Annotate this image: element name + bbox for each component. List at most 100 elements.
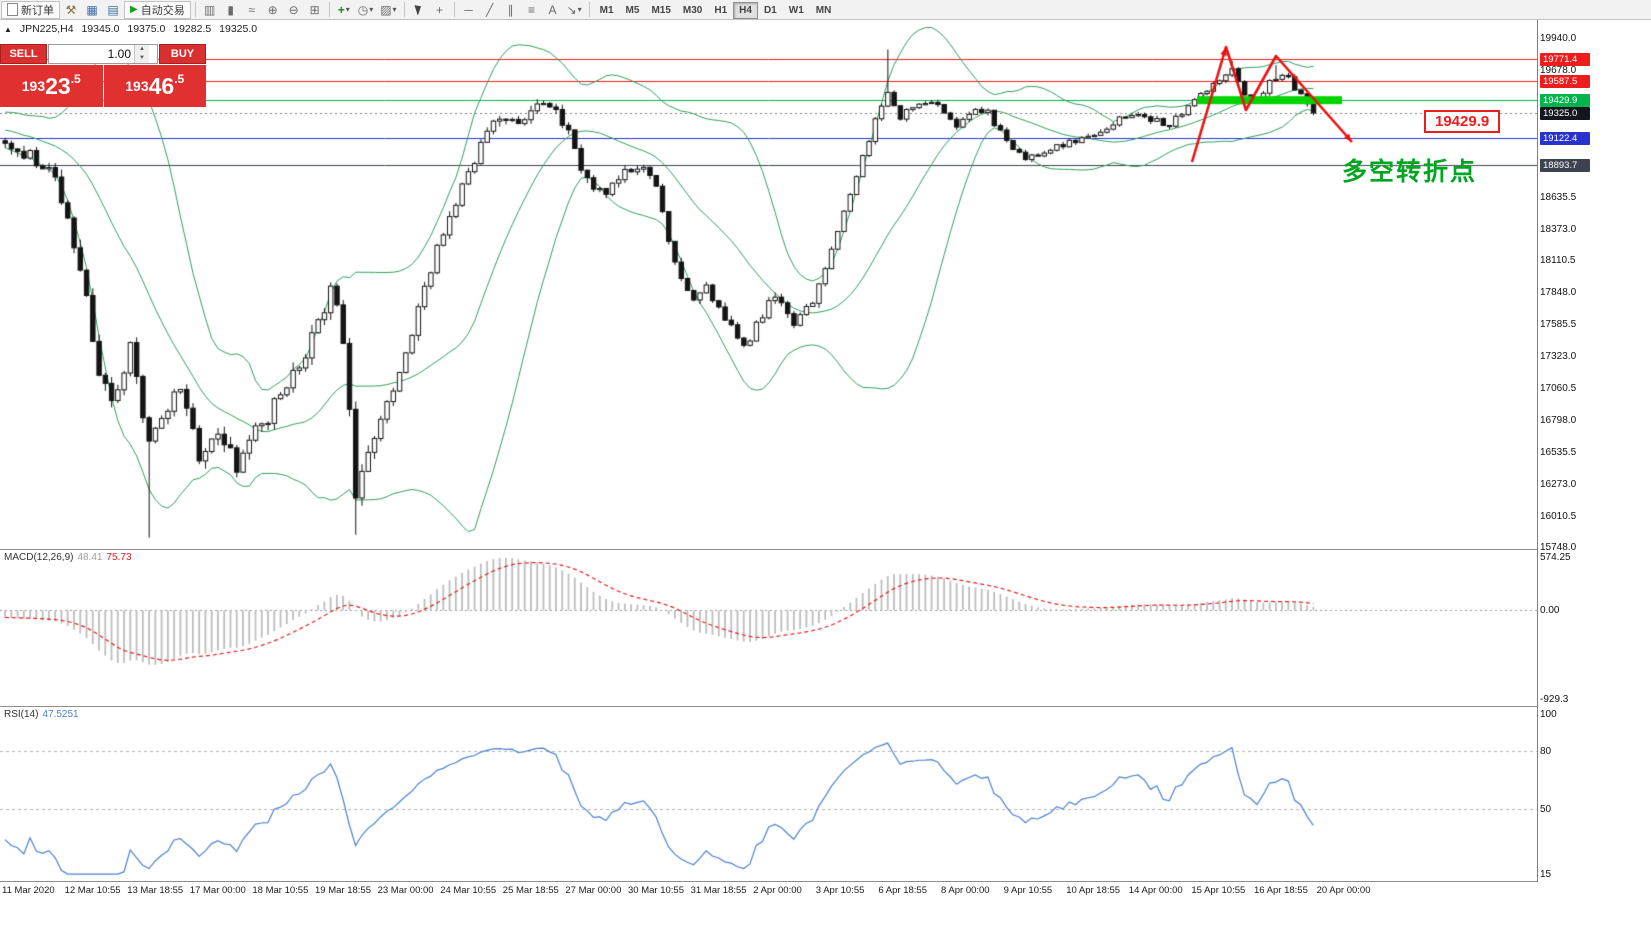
bar-chart-type-button[interactable]: ▥ [200,1,220,19]
new-order-button[interactable]: 新订单 [1,0,60,19]
line-chart-icon: ≈ [248,2,255,17]
volume-decrease-button[interactable]: ▼ [135,54,149,63]
periods-button[interactable]: ◷ ▾ [355,1,377,19]
trendline-button[interactable]: ╱ [480,1,500,19]
axis-tick-label: 17060.5 [1540,382,1577,394]
navigator-button[interactable]: ▤ [103,1,123,19]
timeframe-button-m30[interactable]: M30 [677,2,708,19]
timeframe-button-m15[interactable]: M15 [645,2,676,19]
templates-button[interactable]: ▨ ▾ [377,1,399,19]
ohlc-close: 19325.0 [219,23,258,35]
navigator-icon: ▤ [107,2,119,17]
axis-tick-label: 16535.5 [1540,446,1577,458]
sell-button[interactable]: SELL [0,44,47,64]
line-chart-type-button[interactable]: ≈ [242,1,262,19]
rsi-value: 47.5251 [42,709,79,720]
time-label: 18 Mar 10:55 [252,885,309,896]
timeframe-button-mn[interactable]: MN [810,2,838,19]
volume-box: ▲ ▼ [48,44,158,64]
axis-tick-label: 19940.0 [1540,33,1577,45]
tile-windows-button[interactable]: ⊞ [305,1,325,19]
time-label: 12 Mar 10:55 [64,885,121,896]
price-axis[interactable]: 19940.0 19678.0 18635.5 18373.0 18110.5 17848… [1537,20,1651,882]
panel-separator[interactable] [0,706,1651,707]
time-label: 23 Mar 00:00 [377,885,434,896]
toolbar-separator [453,2,455,17]
buy-price-prefix: 193 [125,78,149,94]
expert-advisors-button[interactable]: ⚒ [61,1,81,19]
marketwatch-button[interactable]: ▦ [82,1,102,19]
time-label: 30 Mar 10:55 [628,885,684,896]
axis-tick-label: 50 [1540,803,1552,815]
axis-tick-label: 17585.5 [1540,319,1577,331]
time-label: 9 Apr 10:55 [1003,885,1053,896]
axis-tick-label: 17848.0 [1540,287,1577,299]
zoom-out-button[interactable]: ⊖ [284,1,304,19]
clock-icon: ◷ [357,2,369,17]
macd-panel-canvas[interactable] [0,550,1537,706]
chart-ohlc-readout: ▲ JPN225,H4 19345.0 19375.0 19282.5 1932… [4,23,262,35]
buy-price[interactable]: 193 46.5 [103,65,206,107]
add-indicator-icon: + [337,2,345,17]
crosshair-button[interactable]: + [430,1,450,19]
price-line-label: 19325.0 [1540,106,1590,120]
timeframe-button-m1[interactable]: M1 [594,2,620,19]
template-icon: ▨ [380,2,392,17]
time-label: 2 Apr 00:00 [753,885,802,896]
sell-price[interactable]: 193 23.5 [0,65,103,107]
channel-button[interactable]: ∥ [501,1,521,19]
price-line-label: 19771.4 [1540,52,1590,66]
panel-separator[interactable] [0,549,1651,550]
buy-price-big: 46 [148,72,175,99]
axis-tick-label: 16798.0 [1540,414,1577,426]
trendline-icon: ╱ [485,2,494,17]
macd-title: MACD(12,26,9) [4,552,74,563]
time-label: 8 Apr 00:00 [941,885,990,896]
volume-input[interactable] [49,45,134,63]
one-click-toggle-icon[interactable]: ▲ [4,25,12,34]
buy-button[interactable]: BUY [159,44,206,64]
time-axis[interactable]: 11 Mar 2020 12 Mar 10:55 13 Mar 18:55 17 Ma… [0,882,1537,902]
main-chart-canvas[interactable] [0,20,1537,549]
axis-tick-label: 574.25 [1540,552,1571,563]
timeframe-button-m5[interactable]: M5 [620,2,646,19]
main-toolbar: 新订单 ⚒ ▦ ▤ ▶ 自动交易 ▥ ▮ ≈ ⊕ ⊖ ⊞ [0,0,1651,20]
time-label: 11 Mar 2020 [2,885,55,896]
volume-increase-button[interactable]: ▲ [135,45,149,54]
timeframe-button-w1[interactable]: W1 [783,2,810,19]
chart-window: ▲ JPN225,H4 19345.0 19375.0 19282.5 1932… [0,20,1651,945]
time-label: 10 Apr 18:55 [1066,885,1121,896]
cursor-button[interactable] [409,1,429,19]
ohlc-open: 19345.0 [81,23,120,35]
zoom-in-button[interactable]: ⊕ [263,1,283,19]
annotation-text[interactable]: 多空转折点 [1342,158,1478,186]
axis-tick-label: 16010.5 [1540,510,1577,522]
buy-price-frac: .5 [174,72,185,86]
price-callout-box[interactable]: 19429.9 [1424,110,1501,133]
auto-trading-button[interactable]: ▶ 自动交易 [124,0,191,19]
text-tool-button[interactable]: A [543,1,563,19]
rsi-panel-canvas[interactable] [0,707,1537,881]
time-label: 15 Apr 10:55 [1191,885,1246,896]
fibonacci-button[interactable]: ≡ [522,1,542,19]
arrows-tool-button[interactable]: ↘ ▾ [564,1,585,19]
axis-tick-label: 18635.5 [1540,191,1577,203]
fibonacci-icon: ≡ [528,2,536,17]
timeframe-button-d1[interactable]: D1 [758,2,783,19]
zoom-out-icon: ⊖ [288,2,299,17]
channel-icon: ∥ [507,2,514,17]
time-label: 25 Mar 18:55 [502,885,559,896]
bar-chart-icon: ▥ [204,2,216,17]
rsi-title: RSI(14) [4,709,39,720]
candlestick-chart-icon: ▮ [227,2,234,17]
horizontal-line-button[interactable]: ─ [459,1,479,19]
indicators-button[interactable]: + ▾ [334,1,354,19]
macd-label: MACD(12,26,9) 48.41 75.73 [4,552,136,563]
timeframe-button-h1[interactable]: H1 [708,2,733,19]
candlestick-chart-type-button[interactable]: ▮ [221,1,241,19]
axis-tick-label: 15748.0 [1540,542,1577,554]
macd-main-value: 48.41 [77,552,103,563]
timeframe-button-h4[interactable]: H4 [733,2,758,19]
chevron-down-icon: ▾ [369,5,374,14]
